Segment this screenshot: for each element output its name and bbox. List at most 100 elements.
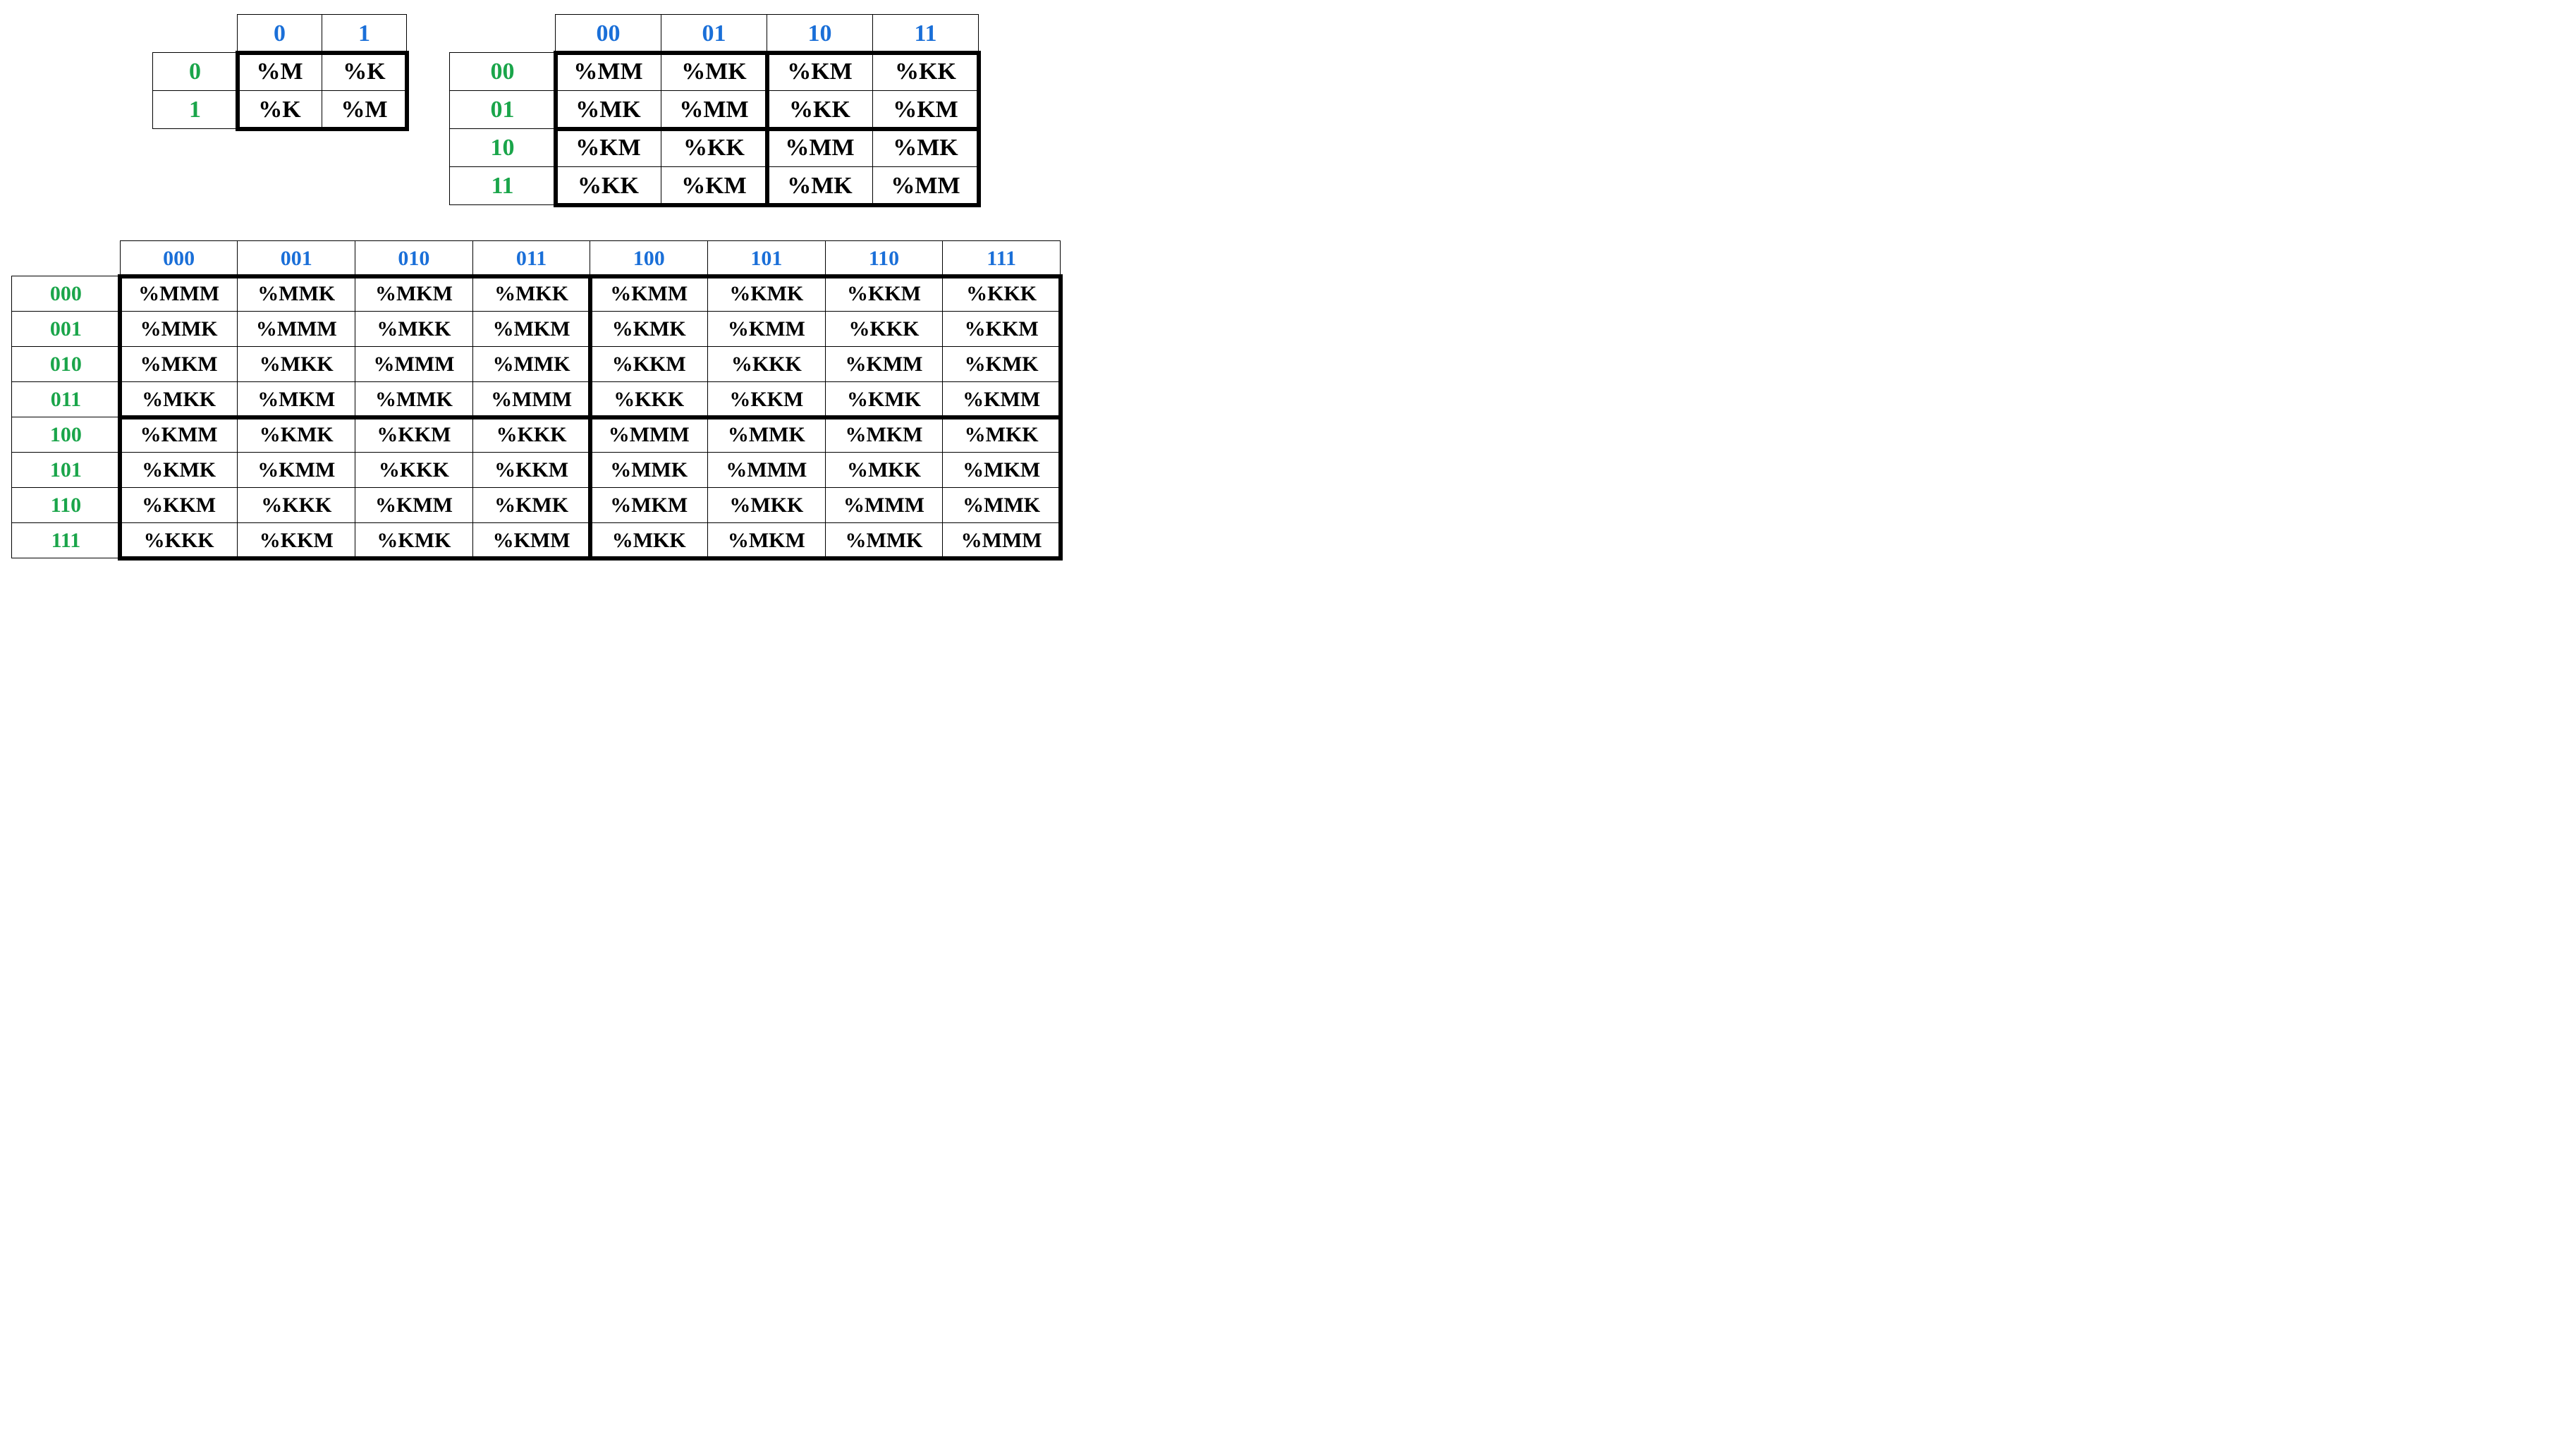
table-3-cell: %KMK xyxy=(708,276,826,312)
table-3-rowh: 100 xyxy=(12,417,121,453)
table-3-cell: %MKK xyxy=(238,347,355,382)
table-2-colh: 00 xyxy=(556,15,661,53)
table-3-cell: %KMM xyxy=(590,276,708,312)
table-1-colh: 0 xyxy=(238,15,322,53)
table-3-cell: %KKM xyxy=(590,347,708,382)
table-3-colh: 001 xyxy=(238,241,355,276)
table-1-cell: %K xyxy=(322,53,407,91)
table-3-corner xyxy=(12,241,121,276)
table-3-cell: %MMM xyxy=(590,417,708,453)
table-3-colh: 100 xyxy=(590,241,708,276)
table-2-colh: 10 xyxy=(767,15,873,53)
table-3-cell: %MMK xyxy=(943,488,1061,523)
table-3-cell: %KKK xyxy=(825,312,943,347)
table-3-cell: %KMK xyxy=(472,488,590,523)
table-3-cell: %MMK xyxy=(120,312,238,347)
table-3-colh: 011 xyxy=(472,241,590,276)
table-3-cell: %KMK xyxy=(238,417,355,453)
table-2-cell: %KM xyxy=(556,129,661,167)
table-2-rowh: 10 xyxy=(450,129,556,167)
table-3-cell: %MKM xyxy=(238,382,355,417)
table-3-rowh: 001 xyxy=(12,312,121,347)
table-3-cell: %KMK xyxy=(590,312,708,347)
table-1-wrap: 0 1 0 %M %K 1 %K %M xyxy=(152,14,407,129)
table-3-colh: 110 xyxy=(825,241,943,276)
table-2-cell: %MM xyxy=(661,91,767,129)
table-3-cell: %MMK xyxy=(708,417,826,453)
table-3-wrap: 000 001 010 011 100 101 110 111 000 %MMM… xyxy=(11,240,1061,558)
table-3-cell: %MKM xyxy=(120,347,238,382)
table-3-cell: %MKK xyxy=(825,453,943,488)
table-2-cell: %MM xyxy=(767,129,873,167)
table-2-corner xyxy=(450,15,556,53)
table-3-cell: %KKK xyxy=(120,523,238,558)
table-1-colh: 1 xyxy=(322,15,407,53)
page-root: 0 1 0 %M %K 1 %K %M 00 xyxy=(0,0,1072,587)
table-3-cell: %KKM xyxy=(355,417,473,453)
table-3-colh: 111 xyxy=(943,241,1061,276)
table-3-cell: %MKM xyxy=(825,417,943,453)
table-2: 00 01 10 11 00 %MM %MK %KM %KK 01 %MK %M… xyxy=(449,14,979,205)
table-3-cell: %MMK xyxy=(238,276,355,312)
table-3: 000 001 010 011 100 101 110 111 000 %MMM… xyxy=(11,240,1061,558)
table-3-cell: %KKM xyxy=(238,523,355,558)
table-3-cell: %KMM xyxy=(943,382,1061,417)
table-3-cell: %MMK xyxy=(355,382,473,417)
table-3-rowh: 000 xyxy=(12,276,121,312)
table-3-cell: %MKK xyxy=(590,523,708,558)
table-3-cell: %KKK xyxy=(943,276,1061,312)
table-2-rowh: 00 xyxy=(450,53,556,91)
table-3-cell: %MMM xyxy=(355,347,473,382)
table-2-cell: %KK xyxy=(661,129,767,167)
table-3-cell: %KMM xyxy=(472,523,590,558)
table-3-cell: %MKK xyxy=(708,488,826,523)
table-3-cell: %MKK xyxy=(120,382,238,417)
table-3-cell: %KMK xyxy=(355,523,473,558)
table-3-rowh: 010 xyxy=(12,347,121,382)
table-3-cell: %MMM xyxy=(472,382,590,417)
table-3-cell: %MKM xyxy=(472,312,590,347)
table-3-cell: %MKM xyxy=(708,523,826,558)
table-3-cell: %KMM xyxy=(238,453,355,488)
table-3-cell: %KKK xyxy=(238,488,355,523)
table-3-cell: %KKK xyxy=(708,347,826,382)
table-2-colh: 11 xyxy=(873,15,979,53)
table-3-cell: %MMK xyxy=(590,453,708,488)
table-1-rowh: 0 xyxy=(153,53,238,91)
table-3-cell: %KKM xyxy=(943,312,1061,347)
table-3-cell: %KKM xyxy=(825,276,943,312)
table-3-cell: %KMK xyxy=(825,382,943,417)
table-2-cell: %MK xyxy=(873,129,979,167)
table-3-cell: %MKK xyxy=(355,312,473,347)
table-3-cell: %MMM xyxy=(120,276,238,312)
table-3-rowh: 101 xyxy=(12,453,121,488)
table-2-colh: 01 xyxy=(661,15,767,53)
table-3-cell: %MMK xyxy=(825,523,943,558)
table-3-cell: %KMM xyxy=(120,417,238,453)
table-2-cell: %KM xyxy=(767,53,873,91)
table-3-cell: %MMK xyxy=(472,347,590,382)
table-2-cell: %KK xyxy=(556,167,661,205)
table-3-rowh: 111 xyxy=(12,523,121,558)
table-2-cell: %KM xyxy=(661,167,767,205)
table-3-cell: %KKK xyxy=(472,417,590,453)
table-3-cell: %KMM xyxy=(708,312,826,347)
table-2-cell: %MM xyxy=(556,53,661,91)
table-3-cell: %KKM xyxy=(708,382,826,417)
table-3-cell: %MKK xyxy=(943,417,1061,453)
table-3-rowh: 110 xyxy=(12,488,121,523)
table-2-cell: %MM xyxy=(873,167,979,205)
top-row: 0 1 0 %M %K 1 %K %M 00 xyxy=(152,14,1061,205)
table-1-cell: %M xyxy=(238,53,322,91)
table-1-rowh: 1 xyxy=(153,91,238,129)
table-3-cell: %MKK xyxy=(472,276,590,312)
table-2-cell: %MK xyxy=(556,91,661,129)
table-3-cell: %MMM xyxy=(238,312,355,347)
table-3-cell: %KKM xyxy=(472,453,590,488)
table-3-cell: %KMK xyxy=(120,453,238,488)
table-3-colh: 101 xyxy=(708,241,826,276)
table-3-cell: %KMK xyxy=(943,347,1061,382)
table-1-corner xyxy=(153,15,238,53)
table-3-cell: %KKM xyxy=(120,488,238,523)
table-3-colh: 000 xyxy=(120,241,238,276)
